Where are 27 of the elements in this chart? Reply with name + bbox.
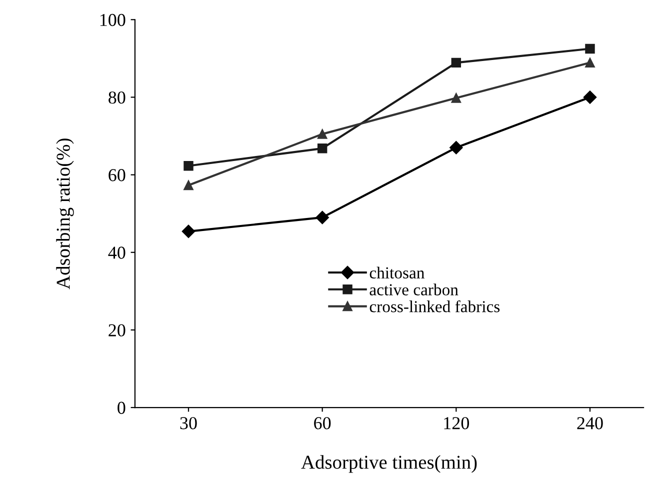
point (585, 44, 595, 54)
x-tick-label: 30 (180, 417, 197, 430)
x-tick-label: 60 (314, 417, 331, 430)
y-tick-label: 0 (118, 402, 126, 414)
y-axis-title: Adsorbing ratio(%) (56, 138, 74, 290)
y-tick-label: 100 (100, 14, 126, 26)
legend-label: cross-linked fabrics (370, 300, 500, 312)
point (451, 93, 462, 103)
x-tick-label: 240 (577, 417, 603, 430)
y-tick-label: 20 (108, 324, 126, 336)
x-tick-label: 120 (444, 417, 470, 430)
point (317, 129, 328, 139)
legend-label: chitosan (370, 266, 424, 279)
point (450, 141, 463, 154)
point (583, 90, 597, 104)
y-tick-label: 40 (108, 246, 126, 259)
point (316, 210, 329, 224)
point (184, 161, 194, 171)
legend-label: active carbon (370, 284, 458, 296)
point (585, 58, 595, 68)
y-tick-label: 80 (108, 91, 126, 104)
point (317, 144, 328, 154)
point (184, 180, 194, 190)
point (451, 58, 462, 68)
point (182, 224, 196, 238)
y-tick-label: 60 (108, 169, 126, 182)
x-axis-title: Adsorptive times(min) (301, 455, 477, 473)
